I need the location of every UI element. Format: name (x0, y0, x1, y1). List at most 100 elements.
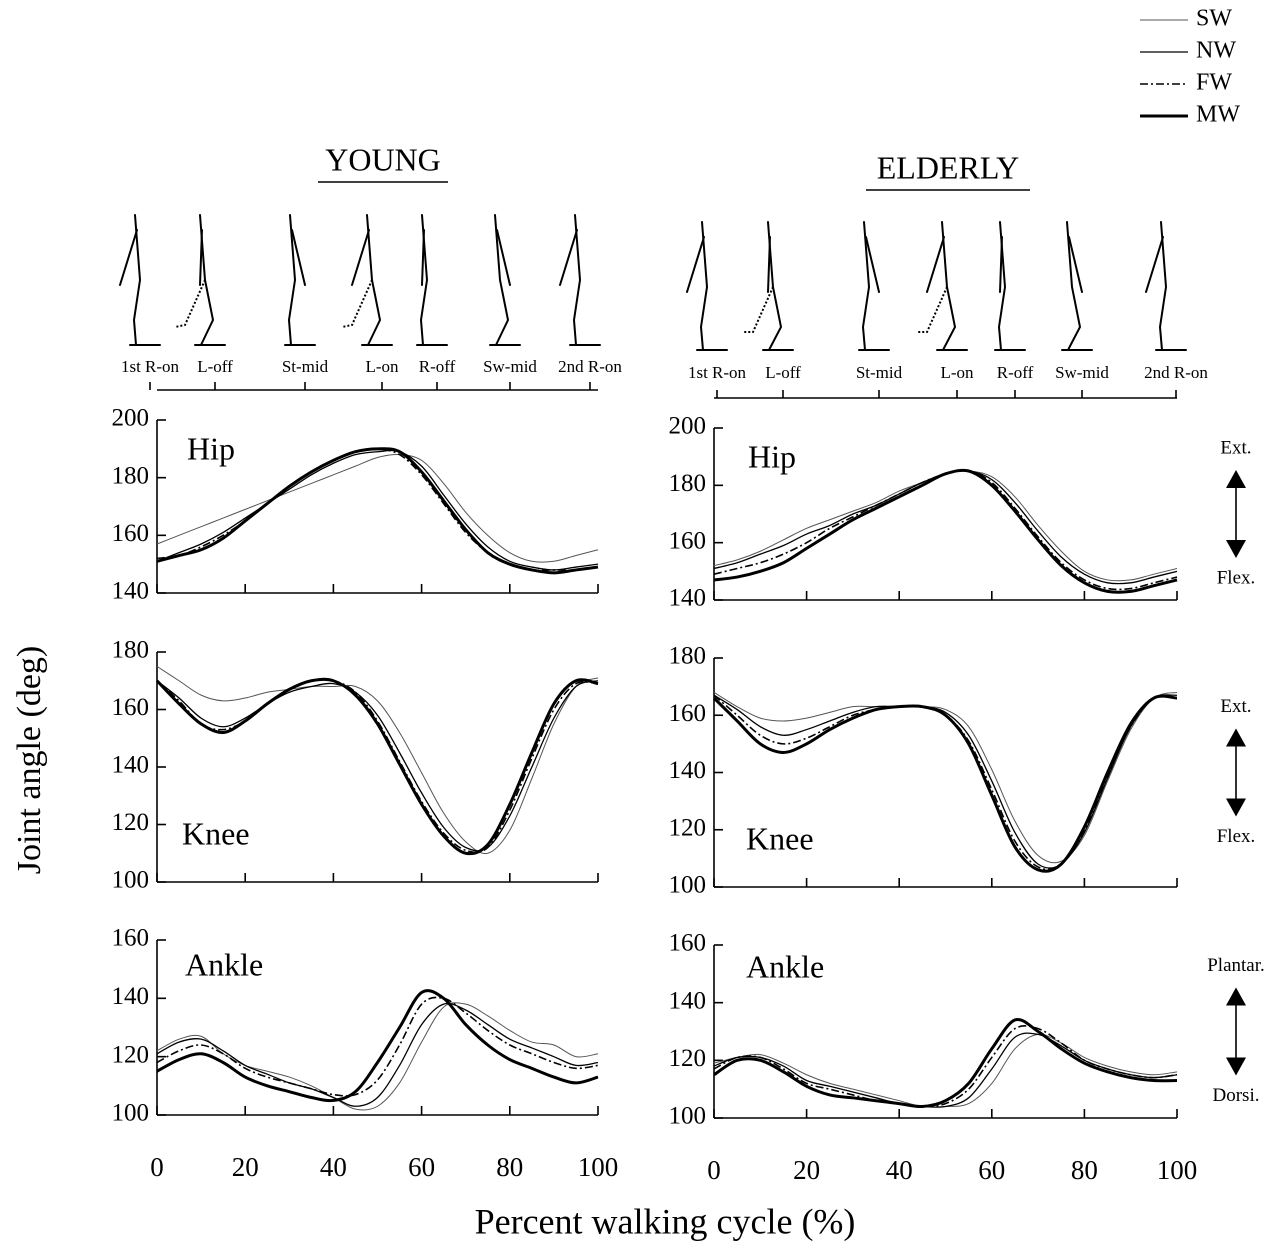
arrow-head (1226, 470, 1246, 488)
stick-leg-other (917, 286, 948, 333)
stick-leg (699, 221, 709, 351)
y-tick-label: 160 (669, 930, 707, 957)
joint-label: Ankle (746, 948, 824, 984)
stick-arm (1068, 236, 1083, 293)
y-tick-label: 120 (669, 1045, 707, 1072)
direction-label: Flex. (1217, 567, 1256, 588)
y-tick-label: 140 (669, 757, 707, 784)
series-line (713, 691, 1178, 864)
x-tick-label: 20 (793, 1155, 820, 1185)
y-tick-label: 140 (112, 983, 150, 1010)
phase-label: St-mid (856, 363, 903, 382)
phase-label: L-off (765, 363, 801, 382)
phase-label: 2nd R-on (1144, 363, 1208, 382)
stick-arm (999, 236, 1003, 293)
stick-arm (686, 236, 705, 293)
y-tick-label: 160 (112, 520, 150, 547)
direction-label: Ext. (1220, 437, 1251, 458)
stick-leg-other (743, 286, 774, 333)
stick-arm (559, 229, 578, 286)
y-tick-label: 180 (112, 462, 150, 489)
x-tick-label: 80 (1071, 1155, 1098, 1185)
phase-label: Sw-mid (1055, 363, 1109, 382)
legend-label: NW (1196, 38, 1236, 64)
series-line (713, 1032, 1178, 1108)
phase-label: R-off (419, 357, 456, 376)
stick-figures (119, 214, 1187, 351)
arrow-head (1226, 728, 1246, 747)
series-line (712, 694, 1178, 873)
series-line (713, 694, 1178, 869)
y-tick-label: 120 (112, 1041, 150, 1068)
y-tick-label: 200 (669, 413, 707, 440)
stick-arm (421, 229, 425, 286)
y-tick-label: 120 (669, 814, 707, 841)
y-tick-label: 140 (112, 578, 150, 605)
x-tick-label: 60 (408, 1152, 435, 1182)
stick-arm (351, 229, 370, 286)
stick-leg (861, 221, 871, 351)
stick-arm (1145, 236, 1164, 293)
y-axis-label: Joint angle (deg) (11, 646, 48, 875)
group-title: ELDERLY (877, 149, 1020, 185)
y-tick-label: 100 (112, 1100, 150, 1127)
joint-label: Knee (182, 815, 250, 851)
phase-label: St-mid (282, 357, 329, 376)
x-tick-label: 100 (1157, 1155, 1198, 1185)
y-tick-label: 180 (112, 637, 150, 664)
legend-label: FW (1196, 70, 1232, 96)
y-tick-label: 160 (112, 925, 150, 952)
stick-leg (572, 214, 582, 346)
x-tick-label: 40 (886, 1155, 913, 1185)
y-tick-label: 200 (112, 405, 150, 432)
y-tick-label: 120 (112, 809, 150, 836)
series-line (713, 468, 1178, 594)
stick-leg (132, 214, 142, 346)
series-line (156, 680, 599, 852)
series-line (156, 449, 599, 571)
stick-leg (941, 221, 957, 351)
series-line (156, 1002, 599, 1107)
stick-arm (865, 236, 880, 293)
series-line (156, 665, 599, 855)
y-tick-label: 100 (669, 1103, 707, 1130)
joint-label: Knee (746, 820, 814, 856)
stick-arm (496, 229, 511, 286)
series-line (713, 470, 1178, 585)
direction-label: Dorsi. (1213, 1085, 1260, 1106)
stick-leg (997, 221, 1007, 351)
stick-leg (287, 214, 297, 346)
series-line (155, 677, 599, 856)
direction-label: Flex. (1217, 826, 1256, 847)
phase-label: L-off (197, 357, 233, 376)
x-tick-label: 100 (578, 1152, 619, 1182)
stick-arm (767, 236, 771, 293)
arrow-head (1226, 987, 1246, 1006)
series-line (713, 469, 1178, 591)
y-tick-label: 100 (112, 867, 150, 894)
stick-arm (926, 236, 945, 293)
series-line (156, 447, 599, 575)
phase-label: Sw-mid (483, 357, 537, 376)
stick-leg (494, 214, 510, 346)
stick-leg (767, 221, 783, 351)
series-line (156, 678, 599, 854)
series-line (156, 996, 599, 1097)
y-tick-label: 100 (669, 872, 707, 899)
x-tick-label: 60 (978, 1155, 1005, 1185)
stick-leg (199, 214, 215, 346)
stick-leg-other (341, 279, 373, 328)
x-tick-label: 80 (496, 1152, 523, 1182)
stick-leg-other (174, 279, 206, 328)
arrow-head (1226, 540, 1246, 558)
phase-label: R-off (997, 363, 1034, 382)
y-tick-label: 180 (669, 470, 707, 497)
x-tick-label: 20 (232, 1152, 259, 1182)
series-line (713, 1025, 1178, 1108)
y-tick-label: 160 (112, 694, 150, 721)
series-line (156, 447, 599, 572)
arrow-head (1226, 1057, 1246, 1076)
joint-label: Hip (187, 430, 235, 466)
series-line (156, 454, 599, 563)
x-tick-label: 40 (320, 1152, 347, 1182)
